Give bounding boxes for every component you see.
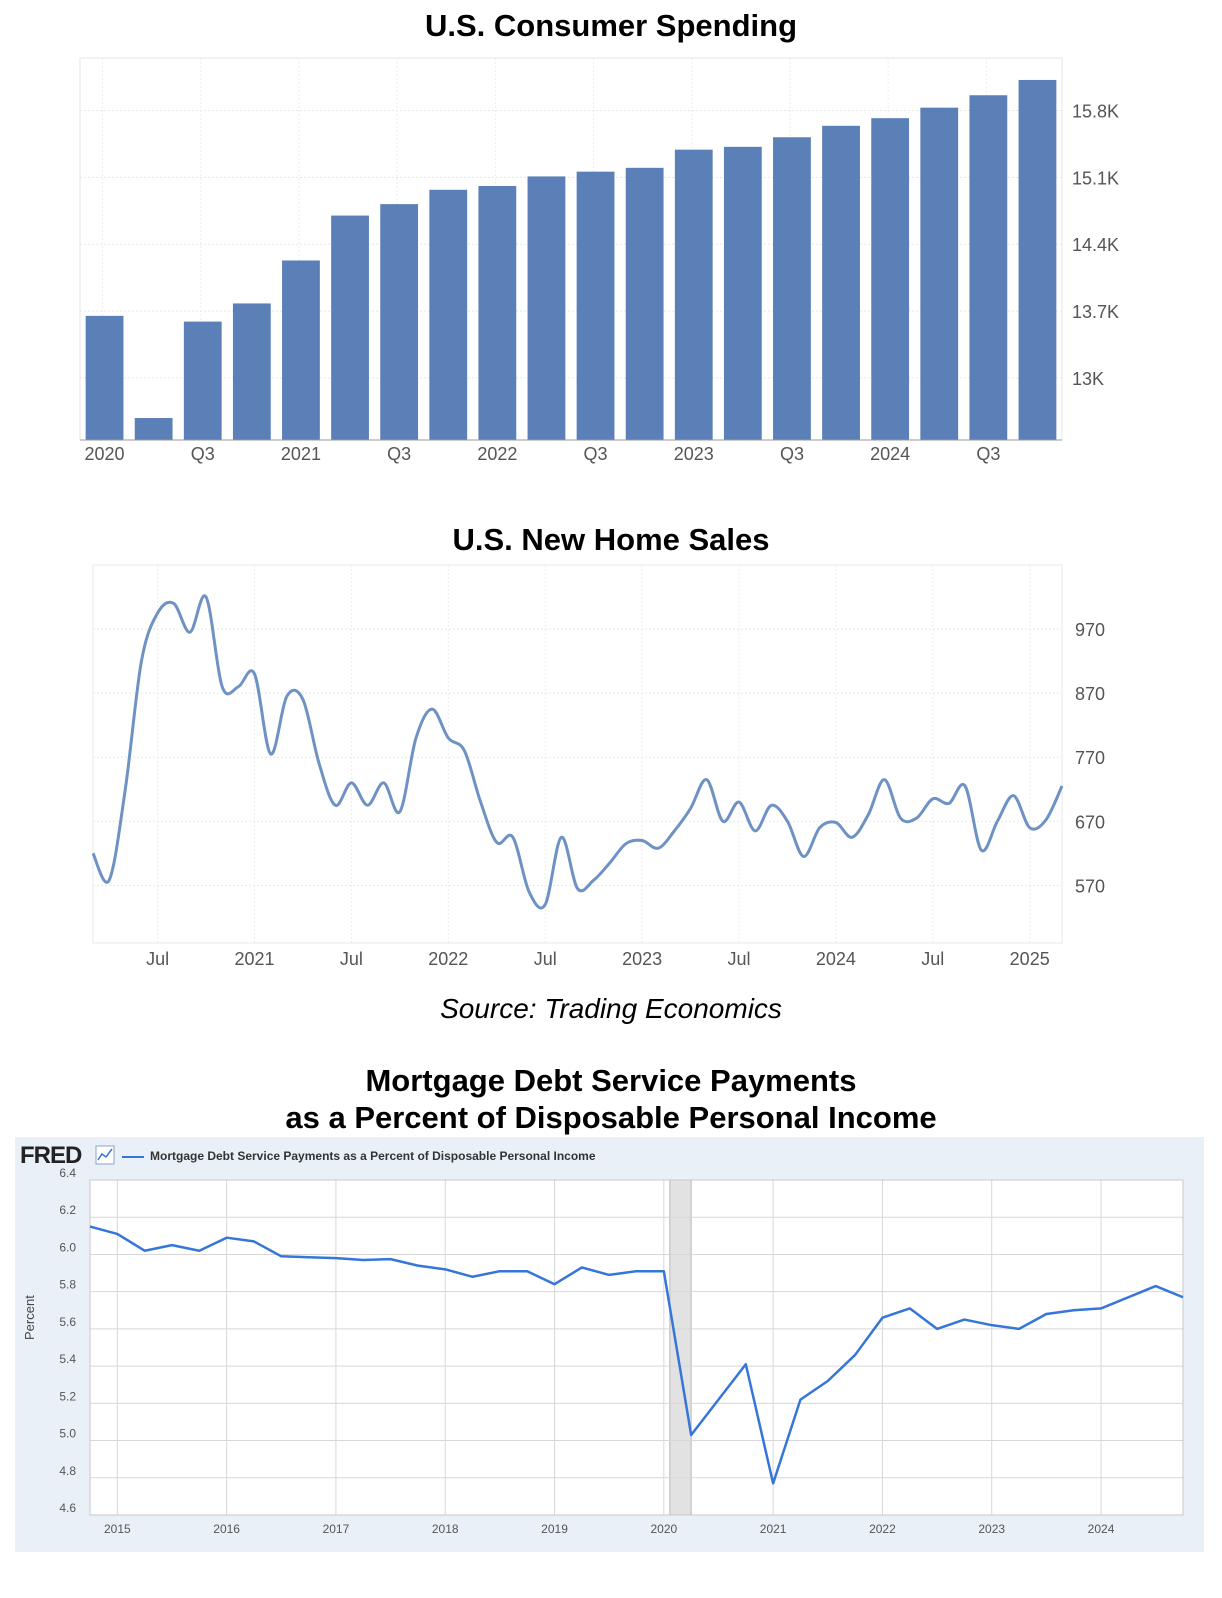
x-tick-label: 2022 (428, 949, 468, 969)
x-tick-label: Jul (146, 949, 169, 969)
y-tick-label: 15.1K (1072, 168, 1119, 188)
bar (674, 149, 713, 440)
bar (134, 418, 173, 440)
x-tick-label: Jul (921, 949, 944, 969)
x-tick-label: Q3 (387, 444, 411, 464)
bar (232, 303, 271, 440)
mortgage-debt-line (89, 1225, 1184, 1485)
bar (723, 146, 762, 440)
x-tick-label: Jul (340, 949, 363, 969)
x-tick-label: 2019 (541, 1522, 568, 1536)
source-caption: Source: Trading Economics (440, 993, 782, 1024)
fred-legend-label: Mortgage Debt Service Payments as a Perc… (150, 1149, 596, 1163)
x-tick-label: 2021 (281, 444, 321, 464)
bar (822, 125, 860, 441)
fred-chart-icon (95, 1145, 115, 1165)
x-tick-label: Q3 (976, 444, 1000, 464)
x-tick-label: 2025 (1010, 949, 1050, 969)
y-tick-label: 770 (1075, 748, 1105, 768)
plot-background (90, 1180, 1183, 1515)
x-tick-label: Q3 (191, 444, 215, 464)
bar (380, 204, 419, 440)
bar (1018, 79, 1057, 440)
bar (331, 215, 369, 440)
mortgage-title-line1: Mortgage Debt Service Payments (365, 1063, 857, 1098)
x-tick-label: 2018 (432, 1522, 459, 1536)
bar (478, 185, 517, 440)
x-tick-label: 2024 (1088, 1522, 1115, 1536)
y-tick-label: 5.8 (59, 1278, 76, 1292)
x-tick-label: 2023 (978, 1522, 1005, 1536)
new-home-sales-line (91, 594, 1064, 910)
x-tick-label: Jul (534, 949, 557, 969)
y-tick-label: 570 (1075, 876, 1105, 896)
x-tick-label: 2016 (213, 1522, 240, 1536)
y-tick-label: 6.0 (59, 1240, 76, 1254)
y-tick-label: 6.2 (59, 1203, 76, 1217)
x-tick-label: 2021 (760, 1522, 787, 1536)
x-tick-label: 2021 (234, 949, 274, 969)
x-tick-label: Q3 (780, 444, 804, 464)
x-tick-label: 2023 (622, 949, 662, 969)
fred-logo: FRED (20, 1142, 82, 1169)
x-tick-label: Jul (727, 949, 750, 969)
y-tick-label: 970 (1075, 620, 1105, 640)
x-tick-label: 2022 (477, 444, 517, 464)
bar (527, 176, 566, 441)
y-tick-label: 15.8K (1072, 102, 1119, 122)
bar (871, 118, 910, 440)
bar (625, 167, 664, 440)
y-tick-label: 6.4 (59, 1166, 76, 1180)
x-tick-label: 2020 (650, 1522, 677, 1536)
bar (773, 137, 811, 440)
bar (429, 189, 468, 440)
y-tick-label: 5.0 (59, 1427, 76, 1441)
new-home-sales-chart: 570 670 770 870 970 Jul 2021 Jul 2022 Jul 2023 Jul 2… (91, 564, 1105, 969)
mortgage-title-line2: as a Percent of Disposable Personal Inco… (285, 1100, 937, 1135)
x-tick-label: 2020 (85, 444, 125, 464)
consumer-spending-chart: 13K 13.7K 14.4K 15.1K 15.8K 2020 Q3 2021 Q3 2022 Q… (79, 57, 1119, 464)
x-tick-label: Q3 (584, 444, 608, 464)
bar (920, 107, 959, 440)
y-tick-label: 5.2 (59, 1389, 76, 1403)
consumer-spending-title: U.S. Consumer Spending (424, 8, 798, 43)
bar (969, 95, 1008, 441)
x-tick-label: 2022 (869, 1522, 896, 1536)
x-tick-label: 2015 (104, 1522, 131, 1536)
bar (282, 260, 320, 440)
y-tick-label: 14.4K (1072, 235, 1119, 255)
x-tick-label: 2023 (674, 444, 714, 464)
y-tick-label: 4.6 (59, 1501, 76, 1515)
y-tick-label: 5.4 (59, 1352, 76, 1366)
new-home-sales-title: U.S. New Home Sales (452, 522, 770, 557)
y-tick-label: 13.7K (1072, 302, 1119, 322)
bar (576, 171, 615, 440)
x-tick-label: 2024 (870, 444, 910, 464)
bar (183, 321, 222, 440)
y-tick-label: 13K (1072, 369, 1104, 389)
plot-frame (89, 1179, 1184, 1516)
y-tick-label: 670 (1075, 812, 1105, 832)
bar (85, 315, 124, 440)
y-tick-label: 4.8 (59, 1464, 76, 1478)
y-tick-label: 5.6 (59, 1315, 76, 1329)
plot-frame (92, 564, 1063, 944)
y-tick-label: 870 (1075, 684, 1105, 704)
x-tick-label: 2024 (816, 949, 856, 969)
x-tick-label: 2017 (323, 1522, 350, 1536)
recession-shading (669, 1179, 692, 1516)
fred-legend-line (122, 1156, 144, 1158)
